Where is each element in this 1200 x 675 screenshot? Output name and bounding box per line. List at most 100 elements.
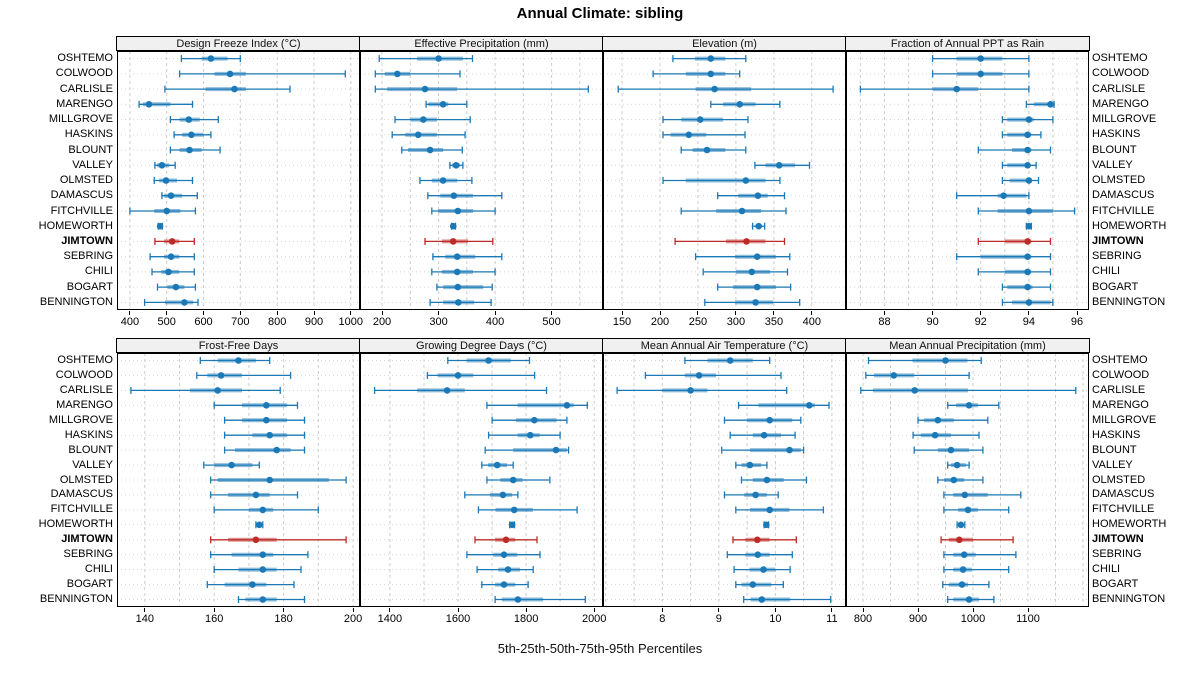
series-interval-sebring xyxy=(956,253,1052,261)
axis-tick-label: 700 xyxy=(231,316,250,328)
row-label-left-blount-top: BLOUNT xyxy=(68,143,113,156)
axis-tick xyxy=(1027,608,1029,612)
median-dot xyxy=(1024,283,1031,291)
series-interval-haskins xyxy=(391,131,466,139)
series-interval-blount xyxy=(223,446,306,454)
median-dot xyxy=(707,55,715,62)
series-interval-millgrove xyxy=(917,416,989,424)
row-label-right-homeworth-top: HOMEWORTH xyxy=(1092,219,1167,232)
median-dot xyxy=(942,357,949,364)
row-label-left-damascus-top: DAMASCUS xyxy=(50,189,113,202)
median-dot xyxy=(1025,299,1033,306)
median-dot xyxy=(755,222,762,230)
row-label-left-chili-top: CHILI xyxy=(84,265,113,278)
chart-panel-effective-precipitation-mm xyxy=(360,51,603,310)
series-interval-haskins xyxy=(223,431,306,439)
row-label-right-sebring-bottom: SEBRING xyxy=(1092,548,1142,561)
axis-tick xyxy=(659,311,661,315)
median-dot xyxy=(754,551,762,558)
row-label-left-damascus-bottom: DAMASCUS xyxy=(50,488,113,501)
row-label-right-bennington-top: BENNINGTON xyxy=(1092,295,1166,308)
series-interval-damascus xyxy=(956,192,1030,200)
series-interval-olmsted xyxy=(210,476,347,484)
series-interval-carlisle xyxy=(616,386,788,394)
axis-tick-label: 400 xyxy=(802,316,821,328)
series-interval-olmsted xyxy=(662,177,781,184)
series-interval-damascus xyxy=(161,192,198,200)
series-interval-bogart xyxy=(156,283,197,291)
series-interval-damascus xyxy=(427,192,503,200)
row-label-right-blount-top: BLOUNT xyxy=(1092,143,1137,156)
series-interval-haskins xyxy=(729,431,796,439)
median-dot xyxy=(977,55,984,62)
row-label-right-chili-bottom: CHILI xyxy=(1092,563,1121,576)
axis-tick-label: 11 xyxy=(826,613,838,625)
axis-tick xyxy=(457,608,459,612)
median-dot xyxy=(754,192,762,199)
median-dot xyxy=(439,177,447,184)
axis-tick-label: 200 xyxy=(372,316,392,328)
series-interval-oshtemo xyxy=(931,55,1030,63)
chart-panel-design-freeze-index-c xyxy=(117,51,360,310)
axis-tick xyxy=(862,608,864,612)
series-interval-sebring xyxy=(210,551,309,559)
series-interval-bennington xyxy=(1001,298,1054,306)
panel-border xyxy=(117,51,360,310)
axis-tick xyxy=(213,608,215,612)
series-interval-valley xyxy=(449,161,464,169)
row-label-left-marengo-top: MARENGO xyxy=(56,97,113,110)
median-dot xyxy=(911,387,918,394)
median-dot xyxy=(508,521,516,529)
row-label-right-haskins-bottom: HASKINS xyxy=(1092,428,1141,441)
median-dot xyxy=(1000,192,1007,199)
median-dot xyxy=(266,431,273,439)
median-dot xyxy=(760,566,767,573)
series-interval-fitchville xyxy=(943,506,1010,514)
axis-tick-label: 8 xyxy=(659,613,666,625)
series-interval-sebring xyxy=(149,253,195,261)
median-dot xyxy=(394,70,401,78)
median-dot xyxy=(977,70,984,78)
axis-tick-label: 250 xyxy=(688,316,708,328)
median-dot xyxy=(1025,222,1033,230)
row-label-right-jimtown-top: JIMTOWN xyxy=(1092,234,1144,247)
axis-tick xyxy=(972,608,974,612)
panel-header-growing-degree-days-c: Growing Degree Days (°C) xyxy=(359,338,604,353)
series-interval-chili xyxy=(476,566,534,574)
median-dot xyxy=(156,222,164,230)
series-interval-millgrove xyxy=(662,116,749,124)
median-dot xyxy=(960,551,968,558)
series-interval-blount xyxy=(169,146,221,154)
series-interval-homeworth xyxy=(751,222,766,230)
series-interval-homeworth xyxy=(508,521,516,529)
median-dot xyxy=(563,402,571,409)
row-label-left-fitchville-top: FITCHVILLE xyxy=(50,204,113,217)
median-dot xyxy=(775,162,783,169)
series-interval-bennington xyxy=(947,596,995,603)
row-label-right-sebring-top: SEBRING xyxy=(1092,250,1142,263)
series-interval-haskins xyxy=(912,431,980,439)
median-dot xyxy=(207,55,215,62)
panel-border xyxy=(117,353,360,607)
series-interval-haskins xyxy=(487,431,561,439)
panel-border xyxy=(360,51,603,310)
row-label-right-olmsted-top: OLMSTED xyxy=(1092,174,1146,186)
row-label-left-oshtemo-top: OSHTEMO xyxy=(57,52,113,65)
panel-header-mean-annual-air-temperature-c: Mean Annual Air Temperature (°C) xyxy=(602,338,847,353)
median-dot xyxy=(158,162,166,169)
panel-border xyxy=(360,353,603,607)
row-label-right-millgrove-bottom: MILLGROVE xyxy=(1092,413,1157,426)
median-dot xyxy=(256,521,263,529)
series-interval-chili xyxy=(431,268,496,276)
x-axis-design-freeze-index-c: 400 500 600 700 800 900 1000 xyxy=(117,311,363,331)
median-dot xyxy=(738,207,746,215)
median-dot xyxy=(453,268,461,276)
median-dot xyxy=(1047,101,1054,108)
series-interval-olmsted xyxy=(419,177,473,184)
series-interval-homeworth xyxy=(255,521,264,529)
series-interval-oshtemo xyxy=(378,55,474,63)
row-label-left-homeworth-bottom: HOMEWORTH xyxy=(38,518,113,531)
panel-border xyxy=(603,353,846,607)
row-label-right-millgrove-top: MILLGROVE xyxy=(1092,113,1157,126)
